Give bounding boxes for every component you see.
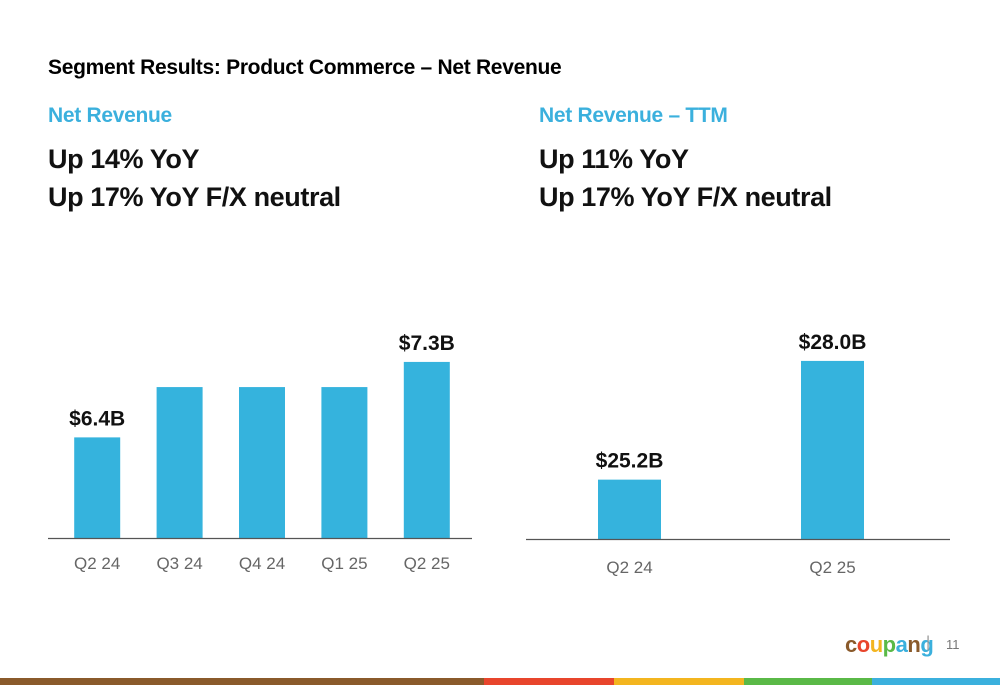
bar [321,387,368,538]
data-label: $25.2B [596,450,664,473]
footer-color-bar [0,678,1000,685]
page-number: 11 [946,637,960,652]
bar [403,361,450,538]
bar [598,479,661,539]
footer-color-segment [872,678,1000,685]
left-stat-fx-neutral: Up 17% YoY F/X neutral [48,182,341,212]
right-stat-yoy: Up 11% YoY [539,144,689,174]
x-tick-label: Q1 25 [321,554,367,573]
coupang-logo: coupang [845,632,934,657]
footer-separator: | [926,634,931,651]
bar [74,437,121,538]
footer-color-segment [744,678,872,685]
x-tick-label: Q3 24 [156,554,202,573]
x-tick-label: Q4 24 [239,554,285,573]
footer-color-segment [614,678,744,685]
footer-color-segment [484,678,614,685]
right-stat-fx-neutral: Up 17% YoY F/X neutral [539,182,832,212]
footer-color-segment [0,678,484,685]
bar [239,387,285,538]
data-label: $28.0B [799,331,867,354]
bar [156,387,203,538]
left-panel-heading: Net Revenue [48,104,172,127]
x-tick-label: Q2 24 [74,554,120,573]
left-stat-yoy: Up 14% YoY [48,144,200,174]
slide-title: Segment Results: Product Commerce – Net … [48,56,562,79]
right-panel-heading: Net Revenue – TTM [539,104,728,127]
x-tick-label: Q2 24 [606,558,652,577]
bar [801,360,864,539]
x-tick-label: Q2 25 [809,558,855,577]
data-label: $6.4B [69,407,125,430]
x-tick-label: Q2 25 [404,554,450,573]
data-label: $7.3B [399,332,455,355]
